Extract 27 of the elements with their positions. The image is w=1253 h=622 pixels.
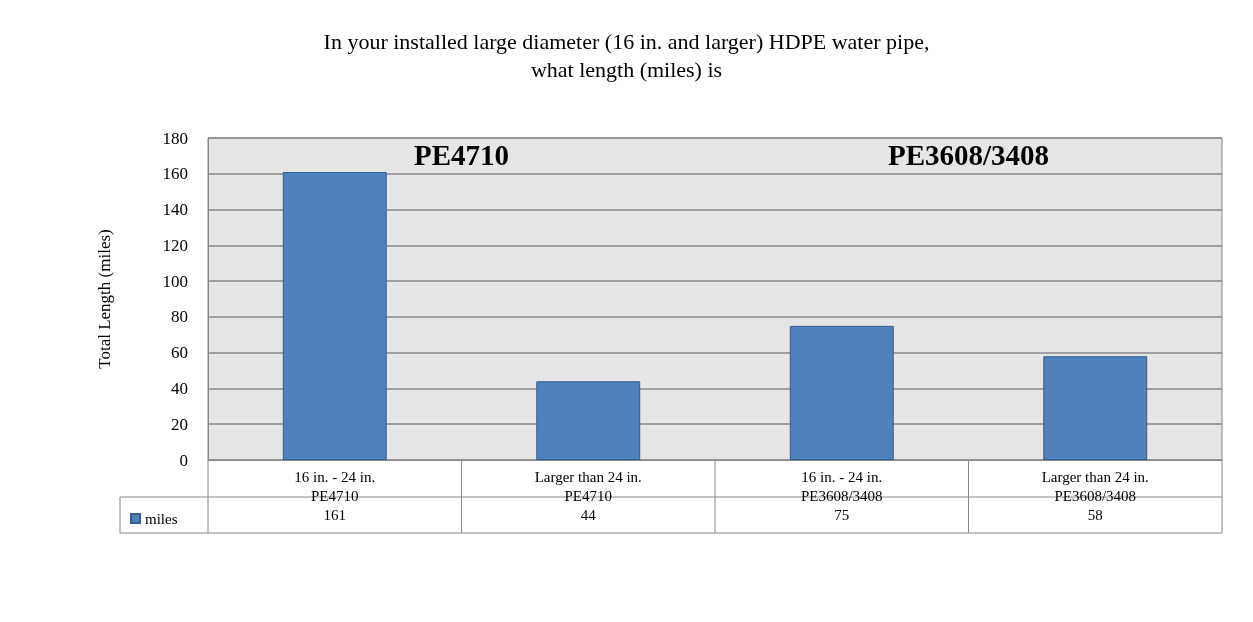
annotation: PE3608/3408 [887, 138, 1050, 171]
x-tick-label: 16 in. - 24 in. PE3608/3408 [800, 468, 883, 504]
bar [789, 325, 894, 460]
bar [282, 171, 387, 460]
bar [536, 381, 641, 460]
y-tick-label: 140 [162, 200, 188, 220]
y-tick-label: 20 [171, 414, 188, 434]
x-tick-label: Larger than 24 in. PE4710 [534, 468, 642, 504]
x-tick-label: 16 in. - 24 in. PE4710 [294, 468, 376, 504]
bar [1043, 356, 1148, 460]
data-label: 75 [834, 507, 850, 523]
annotation: PE4710 [413, 138, 510, 171]
data-label: 58 [1087, 507, 1103, 523]
data-label: 44 [580, 507, 597, 523]
legend-label: miles [145, 510, 178, 527]
y-tick-label: 180 [162, 128, 188, 148]
chart-title: In your installed large diameter (16 in. and larger) HDPE water pipe, what length (miles) is [323, 28, 930, 82]
data-label: 161 [323, 507, 346, 523]
y-tick-label: 40 [171, 378, 188, 398]
y-tick-label: 100 [162, 271, 188, 291]
y-tick-label: 60 [171, 343, 188, 363]
y-tick-label: 120 [162, 235, 188, 255]
y-tick-label: 0 [179, 450, 188, 470]
y-tick-label: 160 [162, 164, 188, 184]
y-axis-title: Total Length (miles) [95, 229, 114, 369]
x-tick-label: Larger than 24 in. PE3608/3408 [1041, 468, 1149, 504]
y-tick-label: 80 [171, 307, 188, 327]
